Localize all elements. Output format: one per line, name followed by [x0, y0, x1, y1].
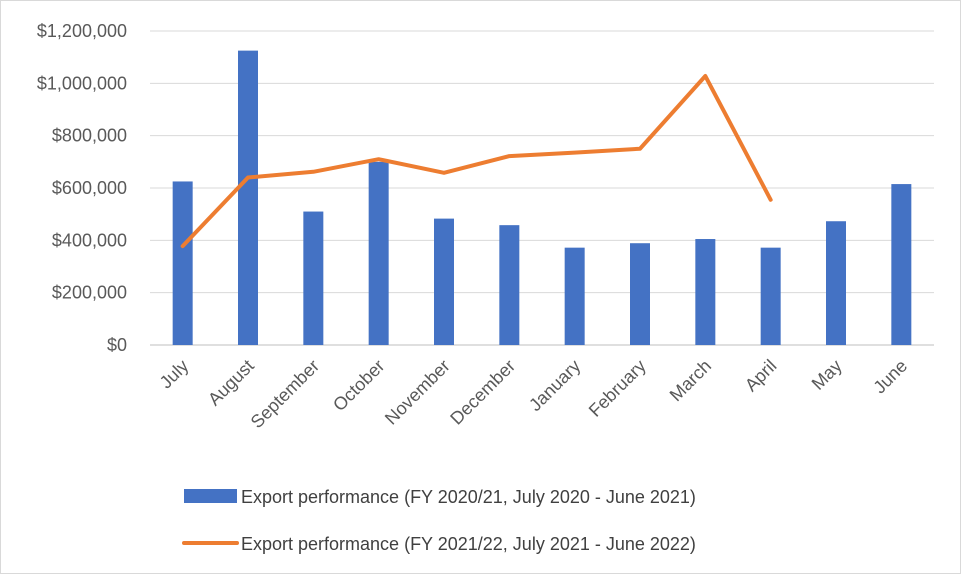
y-tick-label: $600,000: [52, 178, 127, 198]
line-point-december: [508, 155, 510, 157]
gridlines: [150, 30, 934, 346]
line-point-september: [312, 171, 314, 173]
x-tick-label: August: [204, 356, 258, 410]
x-tick-label: May: [808, 356, 846, 394]
y-tick-label: $800,000: [52, 126, 127, 146]
series-line-fy2021-22: [180, 74, 773, 249]
bar-january: [564, 247, 585, 345]
y-tick-label: $1,000,000: [37, 73, 127, 93]
line-point-july: [182, 245, 184, 247]
bar-series: [172, 50, 912, 345]
legend-swatch-bar: [184, 489, 237, 503]
bar-june: [891, 184, 912, 345]
bar-december: [499, 225, 520, 345]
line-point-november: [443, 172, 445, 174]
x-tick-label: October: [329, 356, 388, 415]
legend: Export performance (FY 2020/21, July 202…: [182, 487, 696, 554]
x-tick-label: March: [666, 356, 716, 406]
y-tick-label: $200,000: [52, 283, 127, 303]
x-tick-label: February: [585, 356, 650, 421]
bar-september: [303, 211, 324, 345]
line-series: [180, 74, 773, 249]
bar-october: [368, 161, 389, 345]
line-point-october: [378, 158, 380, 160]
bar-april: [760, 247, 781, 345]
y-tick-label: $0: [107, 335, 127, 355]
y-tick-label: $1,200,000: [37, 21, 127, 41]
bar-july: [172, 181, 193, 345]
x-tick-label: July: [156, 356, 193, 393]
x-tick-label: January: [525, 356, 584, 415]
legend-label-bar: Export performance (FY 2020/21, July 202…: [241, 487, 696, 507]
x-tick-label: November: [381, 356, 454, 429]
x-tick-label: April: [741, 356, 781, 396]
x-tick-label: June: [869, 356, 911, 398]
bar-august: [238, 50, 258, 345]
line-point-january: [574, 152, 576, 154]
bar-march: [695, 239, 716, 345]
line-point-february: [639, 148, 641, 150]
line-point-april: [770, 199, 772, 201]
line-point-march: [704, 75, 706, 77]
y-tick-label: $400,000: [52, 230, 127, 250]
x-tick-label: September: [247, 356, 323, 432]
bar-february: [630, 243, 650, 345]
bar-november: [434, 218, 454, 345]
legend-label-line: Export performance (FY 2021/22, July 202…: [241, 534, 696, 554]
y-axis-tick-labels: $0 $200,000 $400,000 $600,000 $800,000 $1,000…: [37, 21, 127, 355]
x-tick-label: December: [446, 356, 519, 429]
line-point-august: [247, 177, 249, 179]
bar-may: [826, 221, 846, 345]
